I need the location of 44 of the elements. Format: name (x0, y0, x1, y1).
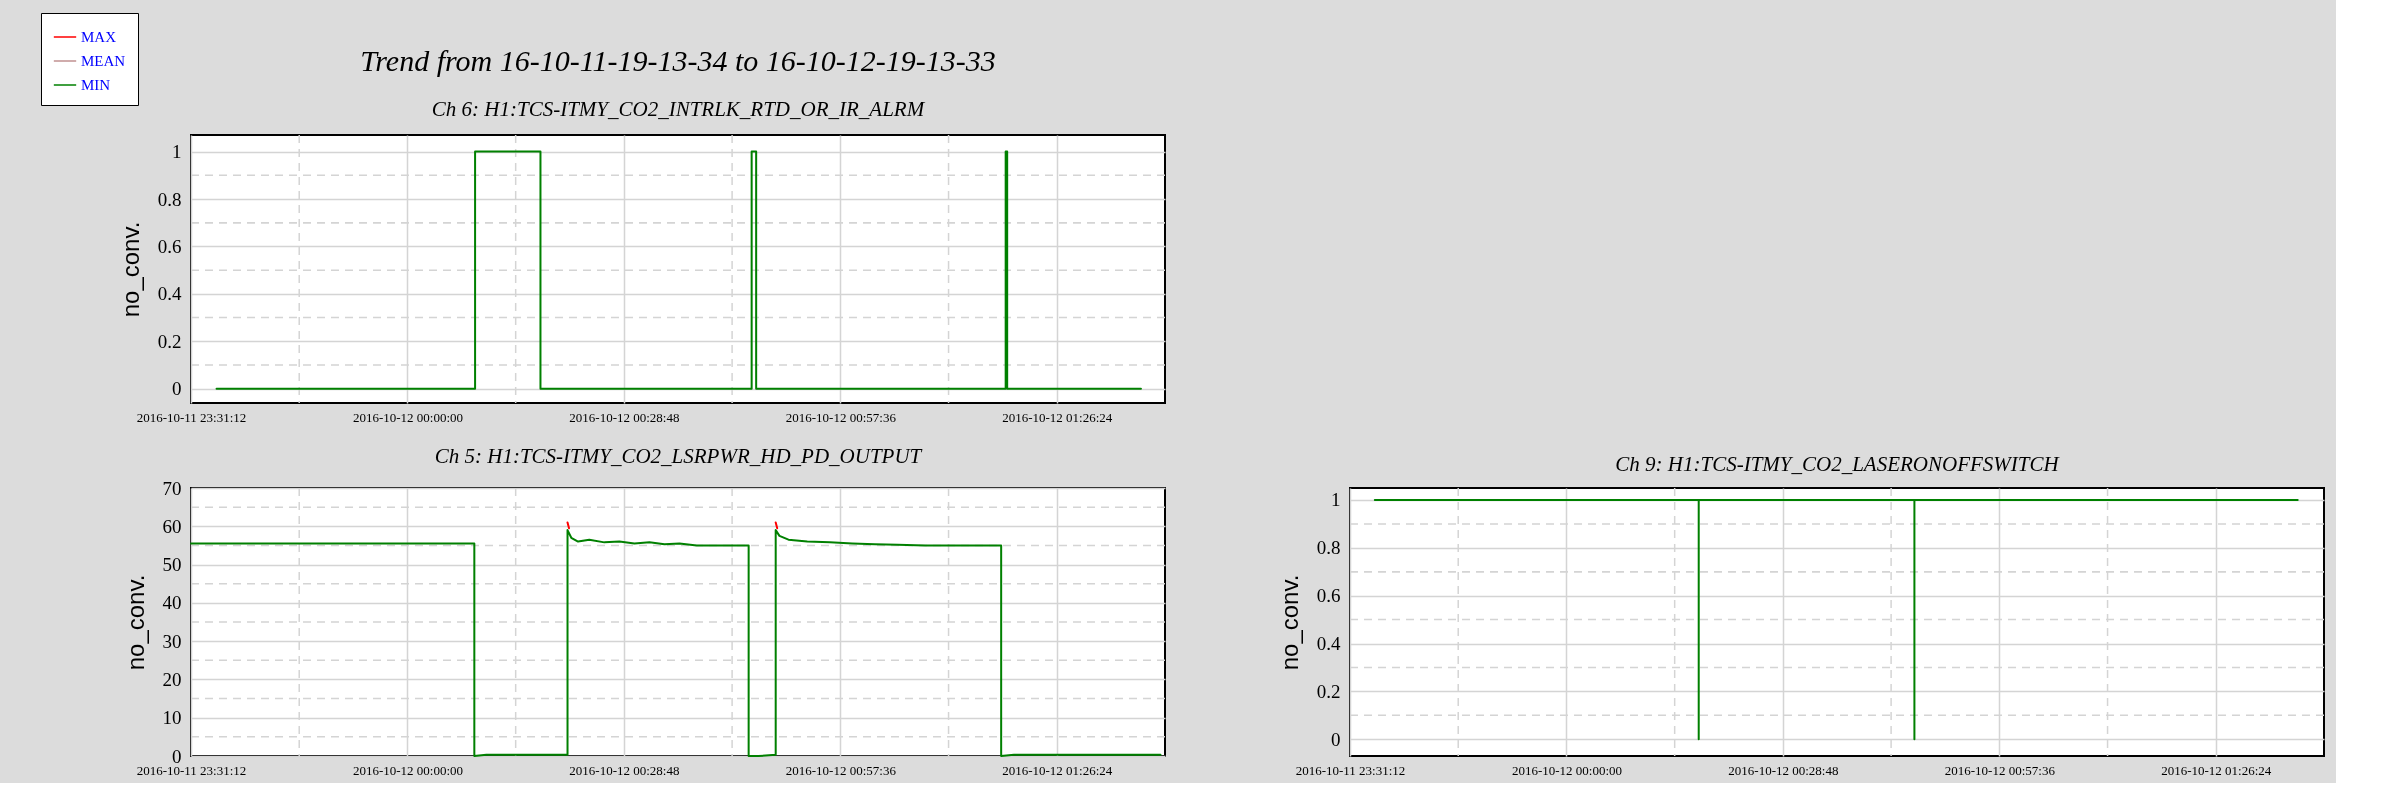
chart-title: Trend from 16-10-11-19-13-34 to 16-10-12-19-13-33 (360, 44, 996, 78)
x-tick-label: 2016-10-12 00:28:48 (569, 409, 680, 425)
chart-subtitle: Ch 6: H1:TCS-ITMY_CO2_INTRLK_RTD_OR_IR_ALRM (431, 97, 926, 122)
y-tick-label: 0.4 (1316, 633, 1341, 655)
y-tick-label: 10 (162, 707, 182, 729)
y-tick-label: 60 (162, 515, 182, 537)
y-tick-label: 1 (1331, 489, 1341, 511)
x-tick-label: 2016-10-12 00:57:36 (785, 409, 897, 425)
y-tick-label: 70 (162, 477, 182, 499)
y-tick-label: 20 (162, 668, 182, 690)
x-tick-label: 2016-10-12 00:00:00 (1511, 762, 1623, 778)
x-tick-label: 2016-10-12 00:28:48 (1728, 762, 1839, 778)
x-tick-label: 2016-10-12 00:00:00 (352, 762, 464, 778)
x-tick-label: 2016-10-12 01:26:24 (2161, 762, 2272, 778)
y-axis-title: no_conv. (1275, 574, 1303, 671)
y-tick-label: 0.4 (157, 283, 182, 305)
x-tick-label: 2016-10-12 00:28:48 (569, 762, 680, 778)
legend-label: MEAN (81, 53, 126, 69)
legend-label: MIN (81, 77, 111, 93)
x-tick-label: 2016-10-12 00:57:36 (1944, 762, 2056, 778)
chart-title: Ch 9: H1:TCS-ITMY_CO2_LASERONOFFSWITCH (1615, 452, 2061, 477)
line-series (190, 529, 1162, 757)
y-axis-title: no_conv. (121, 574, 149, 671)
x-tick-label: 2016-10-12 01:26:24 (1002, 762, 1113, 778)
y-tick-label: 0.2 (1316, 680, 1341, 702)
y-tick-label: 40 (162, 592, 182, 614)
y-axis-title: no_conv. (116, 221, 144, 318)
y-tick-label: 0.2 (157, 330, 182, 352)
y-tick-label: 50 (162, 554, 182, 576)
x-tick-label: 2016-10-12 00:57:36 (785, 762, 897, 778)
y-tick-label: 0.6 (1316, 585, 1341, 607)
x-tick-label: 2016-10-11 23:31:12 (136, 409, 247, 425)
x-tick-label: 2016-10-12 01:26:24 (1002, 409, 1113, 425)
y-tick-label: 0 (172, 378, 182, 400)
x-tick-label: 2016-10-12 00:00:00 (352, 409, 464, 425)
y-tick-label: 0 (1331, 728, 1341, 750)
x-tick-label: 2016-10-11 23:31:12 (1295, 762, 1406, 778)
y-tick-label: 1 (172, 141, 182, 163)
legend-label: MAX (81, 29, 117, 45)
chart-title: Ch 5: H1:TCS-ITMY_CO2_LSRPWR_HD_PD_OUTPUT (434, 444, 923, 468)
y-tick-label: 30 (162, 630, 182, 652)
y-tick-label: 0.8 (157, 188, 182, 210)
y-tick-label: 0.6 (157, 235, 182, 257)
y-tick-label: 0.8 (1316, 537, 1341, 559)
